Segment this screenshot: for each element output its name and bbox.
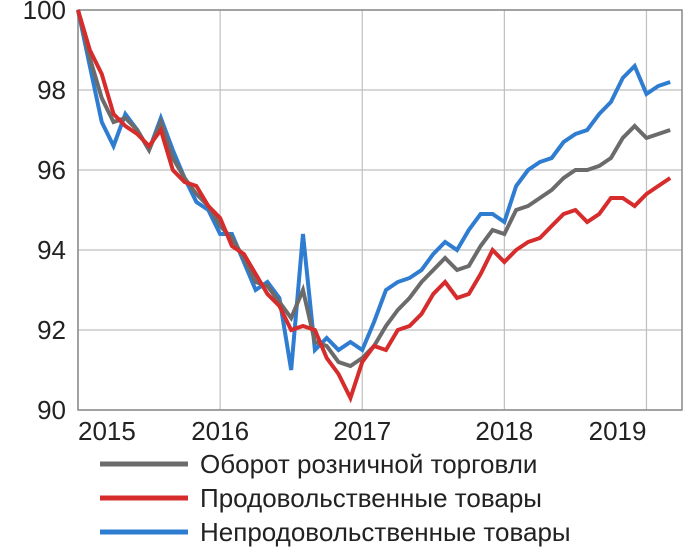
x-tick-label: 2018	[475, 416, 533, 446]
y-tick-label: 90	[37, 395, 66, 425]
x-tick-label: 2016	[191, 416, 249, 446]
y-tick-label: 96	[37, 155, 66, 185]
x-tick-label: 2015	[78, 416, 136, 446]
legend-label-food: Продовольственные товары	[200, 483, 542, 513]
y-tick-label: 98	[37, 75, 66, 105]
y-tick-label: 92	[37, 315, 66, 345]
line-chart: 90 92 94 96 98 100 2015 2016 2017 2018 2019 Оборот …	[0, 0, 700, 554]
y-tick-label: 94	[37, 235, 66, 265]
y-tick-label: 100	[23, 0, 66, 25]
x-tick-label: 2017	[333, 416, 391, 446]
x-tick-label: 2019	[589, 416, 647, 446]
chart-svg: 90 92 94 96 98 100 2015 2016 2017 2018 2019 Оборот …	[0, 0, 700, 554]
legend-label-retail_turnover: Оборот розничной торговли	[200, 449, 537, 479]
legend-label-nonfood: Непродовольственные товары	[200, 517, 571, 547]
